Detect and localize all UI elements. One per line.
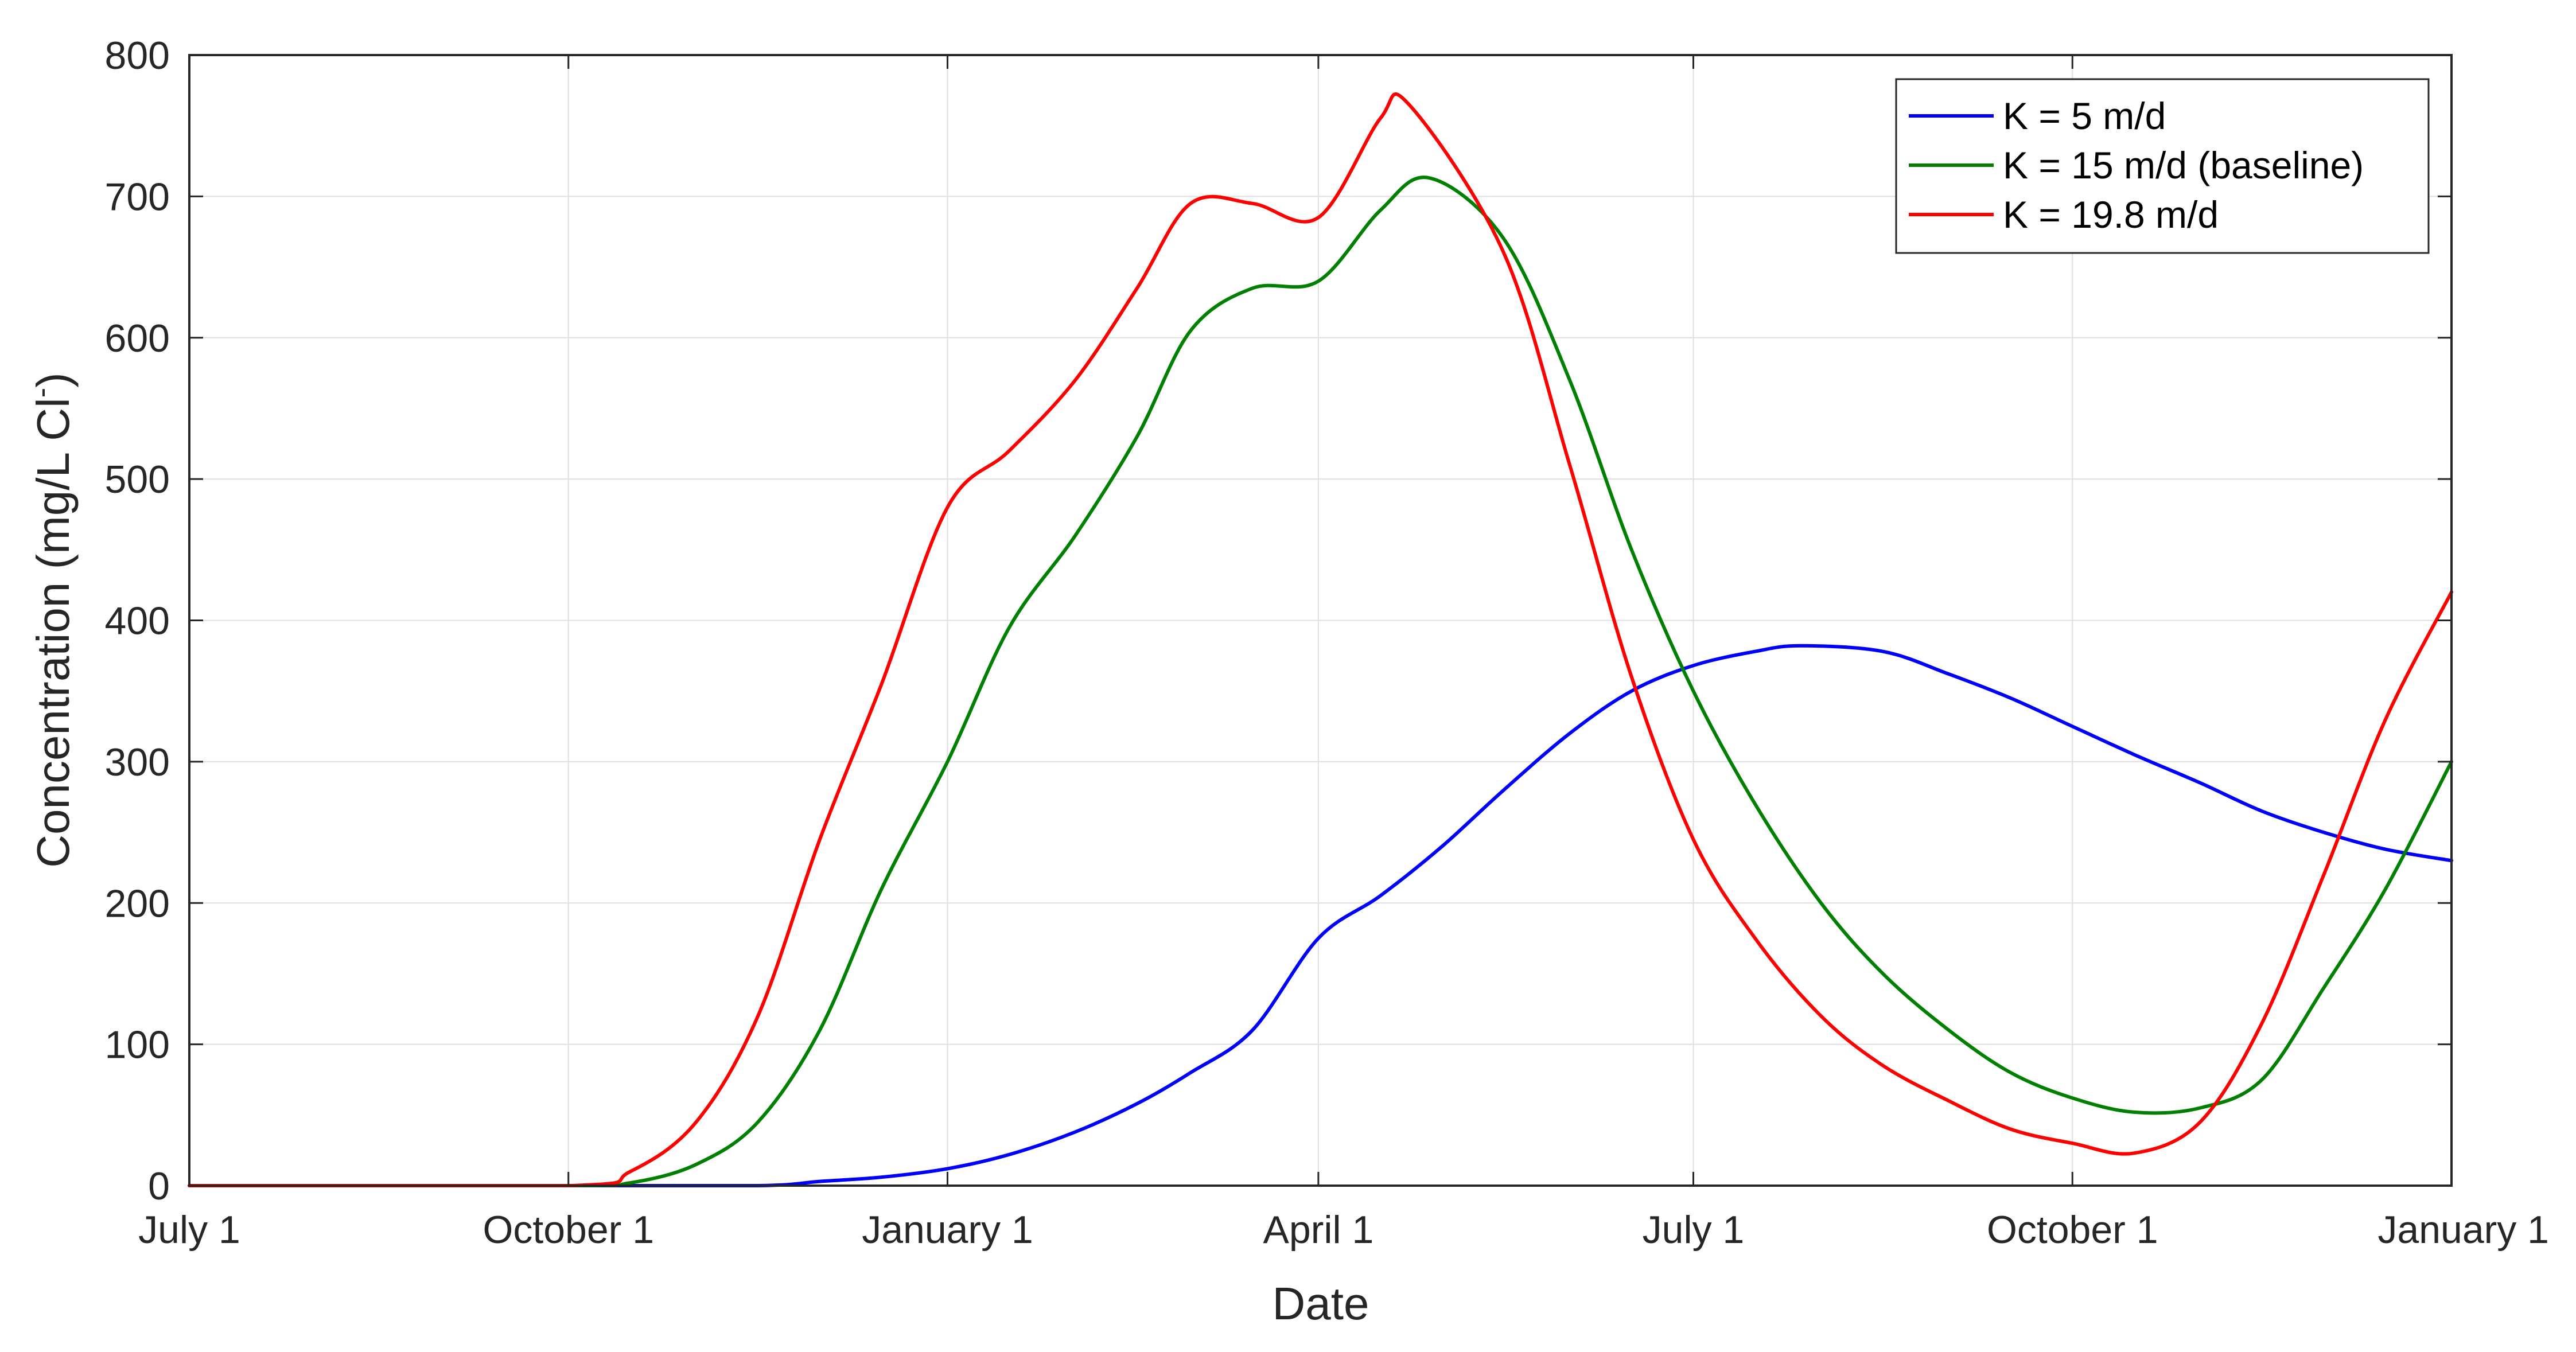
y-axis-label: Concentration (mg/L Cl-) [25,372,79,868]
y-tick-label: 800 [105,34,170,77]
legend-label: K = 19.8 m/d [2003,193,2219,236]
y-tick-label: 600 [105,317,170,360]
y-tick-label: 400 [105,599,170,643]
series-line-3 [188,92,2453,1188]
y-tick-label: 200 [105,882,170,925]
x-tick-label: April 1 [1263,1208,1374,1252]
y-tick-label: 700 [105,175,170,219]
series-line-1 [188,644,2453,1188]
legend-label: K = 5 m/d [2003,95,2166,137]
y-tick-label: 100 [105,1023,170,1067]
y-tick-label: 0 [148,1164,170,1208]
x-axis-label: Date [1273,1278,1369,1329]
legend-label: K = 15 m/d (baseline) [2003,144,2364,186]
legend: K = 5 m/d K = 15 m/d (baseline) K = 19.8 m… [1895,78,2430,254]
x-tick-label: October 1 [482,1208,654,1252]
y-axis-label-superscript: - [25,388,59,398]
x-tick-label: October 1 [1987,1208,2158,1252]
axis-ticks: 0 100 200 300 400 500 600 700 800 July 1 October 1… [105,34,2549,1252]
y-tick-label: 500 [105,458,170,501]
x-tick-label: July 1 [138,1208,240,1252]
x-tick-label: January 1 [862,1208,1033,1252]
y-tick-label: 300 [105,741,170,784]
y-axis-label-main: Concentration (mg/L Cl [28,398,79,868]
y-axis-label-close: ) [28,372,79,388]
series-line-2 [188,176,2453,1188]
data-series [188,92,2453,1188]
x-tick-label: January 1 [2377,1208,2549,1252]
x-tick-label: July 1 [1643,1208,1745,1252]
